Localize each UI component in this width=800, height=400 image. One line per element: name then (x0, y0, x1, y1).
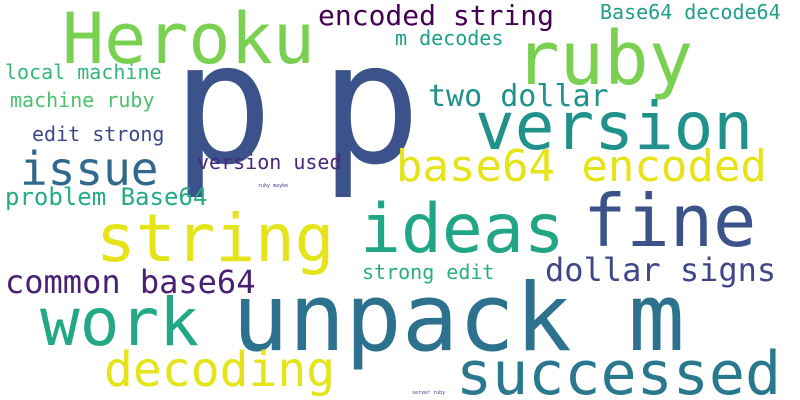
word-fine: fine (583, 179, 757, 263)
word-strong-edit: strong edit (362, 260, 495, 284)
word-dollar-signs: dollar signs (545, 251, 777, 289)
word-successed: successed (456, 339, 782, 400)
word-two-dollar: two dollar (428, 79, 609, 114)
word-base64-decode64: Base64 decode64 (600, 0, 781, 24)
word-m-decodes: m decodes (395, 26, 504, 50)
word-issue: issue (20, 142, 159, 196)
word-version: version (475, 88, 754, 165)
word-problem-base64: problem Base64 (5, 183, 208, 211)
word-version-used: version used (197, 150, 342, 174)
word-ruby: ruby (515, 16, 694, 102)
word-decoding: decoding (104, 342, 336, 398)
word-server-ruby: server ruby (412, 390, 446, 396)
word-ruby-maybe: ruby maybe (258, 183, 289, 189)
word-heroku: Heroku (62, 0, 315, 80)
word-work: work (40, 284, 199, 361)
word-p-first: p (172, 6, 274, 202)
word-machine-ruby: machine ruby (10, 88, 155, 112)
word-p-second: p (320, 6, 422, 202)
word-unpack-m: unpack m (232, 264, 685, 373)
word-string: string (96, 200, 335, 277)
word-ideas: ideas (360, 190, 565, 269)
word-edit-strong: edit strong (32, 122, 165, 146)
word-common-base64: common base64 (5, 263, 256, 301)
word-base64-encoded: base64 encoded (396, 141, 767, 192)
word-encoded-string: encoded string (318, 0, 555, 32)
word-local-machine: local machine (5, 60, 162, 84)
